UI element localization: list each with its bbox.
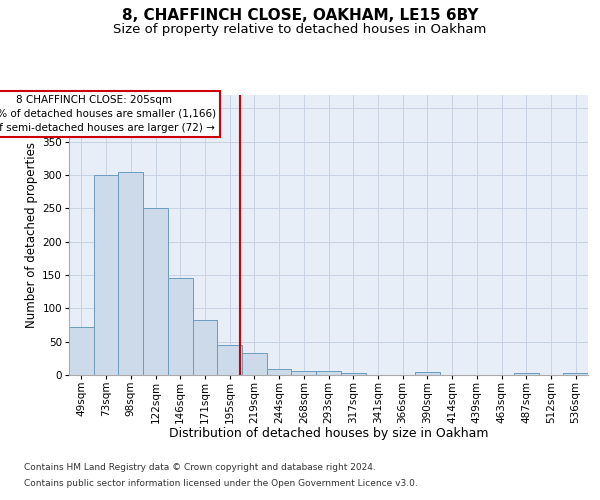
- Bar: [292, 371, 316, 375]
- Text: Size of property relative to detached houses in Oakham: Size of property relative to detached ho…: [113, 22, 487, 36]
- Bar: [94, 175, 118, 375]
- Bar: [242, 353, 267, 375]
- Bar: [563, 373, 588, 375]
- Y-axis label: Number of detached properties: Number of detached properties: [25, 142, 38, 328]
- Bar: [193, 320, 217, 375]
- Bar: [217, 345, 242, 375]
- Bar: [168, 278, 193, 375]
- Bar: [514, 373, 539, 375]
- Text: 8 CHAFFINCH CLOSE: 205sqm
← 94% of detached houses are smaller (1,166)
6% of sem: 8 CHAFFINCH CLOSE: 205sqm ← 94% of detac…: [0, 95, 216, 133]
- Text: Distribution of detached houses by size in Oakham: Distribution of detached houses by size …: [169, 428, 488, 440]
- Bar: [118, 172, 143, 375]
- Text: Contains public sector information licensed under the Open Government Licence v3: Contains public sector information licen…: [24, 478, 418, 488]
- Bar: [341, 373, 365, 375]
- Text: 8, CHAFFINCH CLOSE, OAKHAM, LE15 6BY: 8, CHAFFINCH CLOSE, OAKHAM, LE15 6BY: [122, 8, 478, 22]
- Bar: [143, 208, 168, 375]
- Bar: [316, 371, 341, 375]
- Bar: [267, 369, 292, 375]
- Bar: [69, 327, 94, 375]
- Text: Contains HM Land Registry data © Crown copyright and database right 2024.: Contains HM Land Registry data © Crown c…: [24, 464, 376, 472]
- Bar: [415, 372, 440, 375]
